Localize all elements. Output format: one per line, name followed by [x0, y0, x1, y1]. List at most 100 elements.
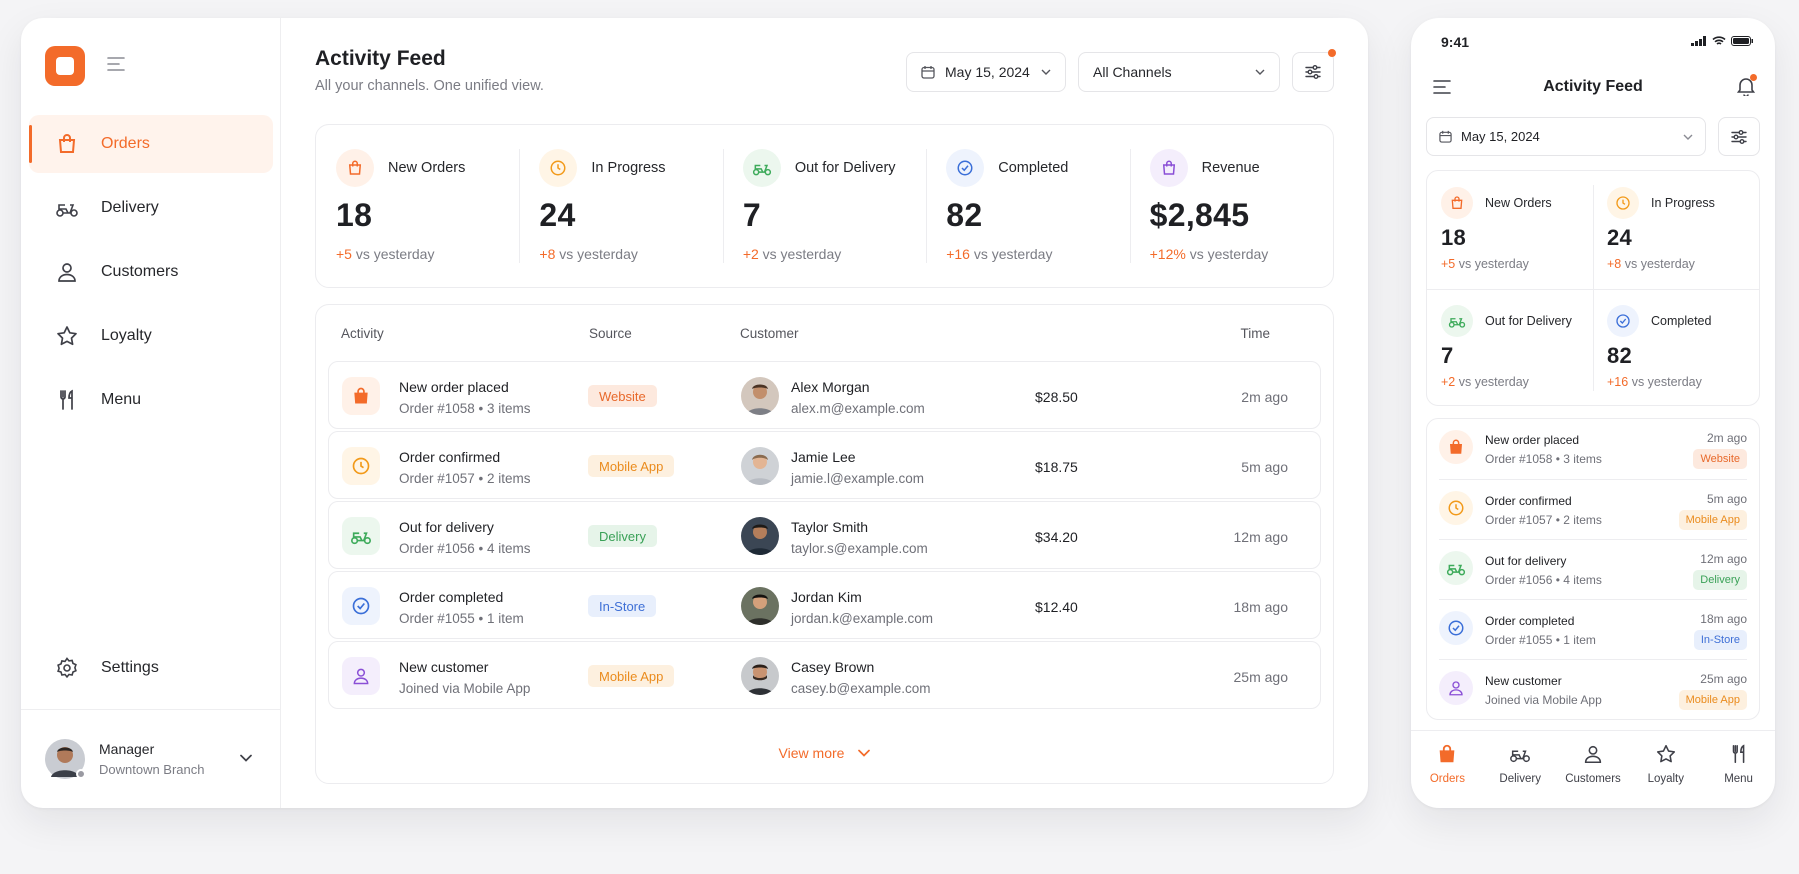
status-indicator: [76, 769, 86, 779]
list-item[interactable]: Out for delivery Order #1056 • 4 items 1…: [1439, 539, 1747, 599]
check-circle-icon: [1439, 611, 1473, 645]
calendar-icon: [1439, 130, 1452, 143]
stat-value: $2,845: [1149, 197, 1250, 233]
source-badge: Mobile App: [1678, 690, 1747, 710]
avatar: [741, 587, 779, 625]
sidebar-nav: Orders Delivery Customers Loyalty: [29, 115, 273, 435]
star-icon: [55, 324, 79, 348]
stat-out-for-delivery: Out for Delivery 7 +2 vs yesterday: [722, 125, 926, 287]
sidebar-item-loyalty[interactable]: Loyalty: [29, 307, 273, 365]
table-row[interactable]: Out for delivery Order #1056 • 4 items D…: [328, 501, 1321, 569]
bag-plus-icon: [336, 149, 374, 187]
stat-value: 82: [946, 197, 983, 233]
clock-icon: [1439, 491, 1473, 525]
chevron-down-icon: [1041, 69, 1051, 75]
chevron-down-icon: [858, 749, 871, 757]
table-row[interactable]: New customer Joined via Mobile App Mobil…: [328, 641, 1321, 709]
user-profile[interactable]: Manager Downtown Branch: [21, 709, 280, 808]
chevron-down-icon: [1255, 69, 1265, 75]
avatar: [741, 517, 779, 555]
table-row[interactable]: New order placed Order #1058 • 3 items W…: [328, 361, 1321, 429]
user-name: Manager: [99, 741, 155, 757]
sidebar-item-label: Loyalty: [101, 327, 152, 344]
tab-menu[interactable]: Menu: [1702, 731, 1775, 808]
sidebar-item-settings[interactable]: Settings: [29, 639, 273, 697]
sidebar-item-label: Customers: [101, 263, 179, 280]
collapse-menu-icon[interactable]: [107, 57, 125, 71]
sidebar-item-delivery[interactable]: Delivery: [29, 179, 273, 237]
list-item[interactable]: Order completed Order #1055 • 1 item 18m…: [1439, 599, 1747, 659]
mobile-date-picker[interactable]: May 15, 2024: [1426, 117, 1706, 156]
user-icon: [1584, 745, 1602, 764]
chevron-down-icon: [1683, 134, 1693, 140]
stat-completed: Completed 82 +16 vs yesterday: [926, 125, 1129, 287]
notification-dot: [1328, 49, 1336, 57]
table-row[interactable]: Order confirmed Order #1057 • 2 items Mo…: [328, 431, 1321, 499]
shopping-bag-icon: [55, 132, 79, 156]
scooter-icon: [1510, 750, 1531, 763]
mobile-activity-list: New order placed Order #1058 • 3 items 2…: [1426, 418, 1760, 720]
stat-value: 18: [336, 197, 373, 233]
page-title: Activity Feed: [315, 47, 446, 70]
sidebar-item-label: Orders: [101, 135, 150, 152]
app-logo[interactable]: [45, 46, 85, 86]
gear-icon: [55, 656, 79, 680]
column-source[interactable]: Source: [589, 325, 632, 341]
scooter-icon: [55, 196, 79, 220]
mobile-filter-button[interactable]: [1718, 117, 1760, 156]
channel-select[interactable]: All Channels: [1078, 52, 1280, 92]
column-activity[interactable]: Activity: [341, 325, 384, 341]
check-circle-icon: [342, 587, 380, 625]
mobile-app-screen: 9:41 Activity Feed May 15, 2024: [1411, 18, 1775, 808]
page-subtitle: All your channels. One unified view.: [315, 78, 544, 94]
user-branch: Downtown Branch: [99, 762, 205, 777]
stat-in-progress: In Progress 24 +8 vs yesterday: [1593, 171, 1759, 289]
shopping-bag-icon: [1439, 430, 1473, 464]
view-more-button[interactable]: View more: [316, 745, 1333, 761]
sidebar-item-label: Delivery: [101, 199, 159, 216]
date-picker[interactable]: May 15, 2024: [906, 52, 1066, 92]
bell-icon[interactable]: [1737, 74, 1757, 96]
sidebar-item-menu[interactable]: Menu: [29, 371, 273, 429]
source-badge: Website: [1693, 449, 1747, 469]
sidebar-item-orders[interactable]: Orders: [29, 115, 273, 173]
tab-delivery[interactable]: Delivery: [1484, 731, 1557, 808]
shopping-bag-icon: [342, 377, 380, 415]
sliders-icon: [1305, 65, 1321, 79]
filter-button[interactable]: [1292, 49, 1336, 92]
stat-value: 24: [539, 197, 576, 233]
source-badge: Mobile App: [588, 455, 675, 477]
list-item[interactable]: Order confirmed Order #1057 • 2 items 5m…: [1439, 479, 1747, 539]
list-item[interactable]: New customer Joined via Mobile App 25m a…: [1439, 659, 1747, 719]
mobile-tab-bar: Orders Delivery Customers Loyalty Menu: [1411, 730, 1775, 808]
tab-customers[interactable]: Customers: [1557, 731, 1630, 808]
main-content: Activity Feed All your channels. One uni…: [281, 18, 1368, 808]
mobile-page-title: Activity Feed: [1543, 78, 1643, 95]
scooter-icon: [1441, 305, 1473, 337]
signal-icon: [1691, 36, 1707, 46]
user-plus-icon: [1439, 671, 1473, 705]
toolbar: May 15, 2024 All Channels: [906, 49, 1336, 92]
chevron-down-icon[interactable]: [240, 754, 252, 762]
bag-plus-icon: [1441, 187, 1473, 219]
list-item[interactable]: New order placed Order #1058 • 3 items 2…: [1439, 419, 1747, 479]
column-time[interactable]: Time: [1240, 325, 1271, 341]
hamburger-menu-icon[interactable]: [1433, 80, 1451, 94]
stat-value: 7: [742, 197, 761, 233]
mobile-stats: New Orders 18 +5 vs yesterday In Progres…: [1426, 170, 1760, 406]
tab-orders[interactable]: Orders: [1411, 731, 1484, 808]
sidebar-item-customers[interactable]: Customers: [29, 243, 273, 301]
scooter-icon: [742, 149, 781, 187]
wifi-icon: [1712, 36, 1726, 46]
bag-icon: [1149, 149, 1188, 187]
column-customer[interactable]: Customer: [740, 325, 799, 341]
source-badge: Delivery: [1693, 570, 1747, 590]
shopping-bag-icon: [1440, 744, 1455, 763]
source-badge: In-Store: [588, 595, 657, 617]
status-bar-icons: [1691, 36, 1753, 46]
table-row[interactable]: Order completed Order #1055 • 1 item In-…: [328, 571, 1321, 639]
scooter-icon: [342, 517, 380, 555]
avatar: [741, 377, 779, 415]
tab-loyalty[interactable]: Loyalty: [1629, 731, 1702, 808]
source-badge: Delivery: [588, 525, 657, 547]
